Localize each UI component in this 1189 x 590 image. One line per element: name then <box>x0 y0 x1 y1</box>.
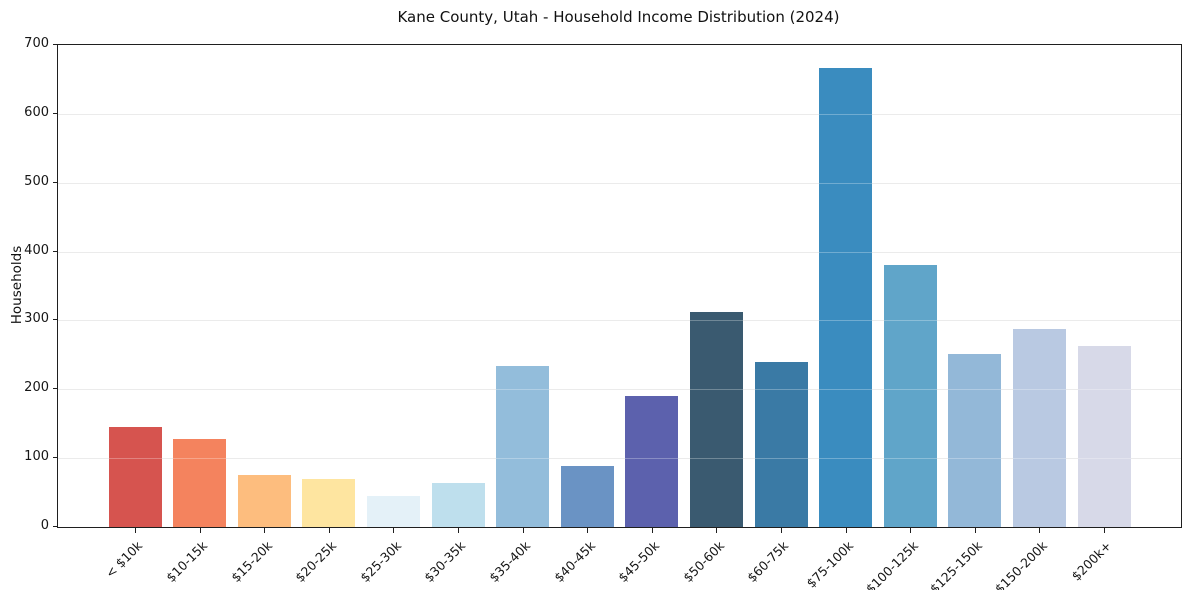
bar-50-60k <box>689 312 743 527</box>
gridline-200 <box>58 389 1181 391</box>
x-tick-mark <box>1039 528 1041 533</box>
x-tick-label: $30-35k <box>421 538 469 586</box>
bar-25-30k <box>366 496 420 527</box>
bar-45-50k <box>625 396 679 527</box>
bar-60-75k <box>754 362 808 527</box>
x-tick-label: $15-20k <box>227 538 275 586</box>
x-tick-label: $40-45k <box>550 538 598 586</box>
y-tick-label-700: 700 <box>24 36 49 51</box>
y-tick-mark-600 <box>53 112 57 114</box>
x-tick-label: $25-30k <box>356 538 404 586</box>
x-tick-label: $45-50k <box>615 538 663 586</box>
bar-15-20k <box>237 475 291 527</box>
x-tick-mark <box>974 528 976 533</box>
x-tick-label: $10-15k <box>163 538 211 586</box>
x-tick-label: $150-200k <box>991 538 1050 590</box>
plot-area <box>57 44 1182 528</box>
y-tick-label-0: 0 <box>40 518 49 533</box>
x-tick-label: $60-75k <box>744 538 792 586</box>
bar-30-35k <box>431 482 485 527</box>
x-tick-label: $50-60k <box>679 538 727 586</box>
x-tick-label: $125-150k <box>927 538 986 590</box>
chart-title: Kane County, Utah - Household Income Dis… <box>397 8 840 26</box>
x-tick-mark <box>1104 528 1105 533</box>
x-tick-mark <box>135 528 136 533</box>
gridline-300 <box>58 320 1181 322</box>
gridline-500 <box>58 182 1181 184</box>
x-tick-mark <box>781 528 782 533</box>
bar-150-200k <box>1012 329 1066 527</box>
y-tick-mark-200 <box>53 388 57 390</box>
x-tick-mark <box>522 528 524 533</box>
gridline-100 <box>58 458 1181 460</box>
bar-10-15k <box>173 438 227 527</box>
bar-35-40k <box>496 365 550 527</box>
y-tick-mark-500 <box>53 181 57 183</box>
x-tick-label: $100-125k <box>862 538 921 590</box>
bar-75-100k <box>819 67 873 527</box>
x-tick-label: $35-40k <box>486 538 534 586</box>
bar-20-25k <box>302 478 356 527</box>
y-tick-mark-700 <box>53 44 57 45</box>
x-tick-mark <box>910 528 912 533</box>
x-tick-label: $200k+ <box>1068 538 1115 584</box>
y-tick-label-300: 300 <box>24 311 49 327</box>
bar-10k <box>108 427 162 527</box>
gridline-600 <box>58 113 1181 115</box>
gridline-400 <box>58 251 1181 253</box>
gridline-600 <box>58 113 1181 115</box>
x-tick-label: < $10k <box>102 538 146 581</box>
gridline-100 <box>58 458 1181 460</box>
x-tick-mark <box>393 528 395 533</box>
x-tick-mark <box>458 528 459 533</box>
bar-200k+ <box>1077 345 1131 527</box>
x-tick-mark <box>264 528 266 533</box>
x-tick-mark <box>587 528 589 533</box>
y-tick-mark-100 <box>53 457 57 459</box>
y-tick-label-200: 200 <box>24 380 49 396</box>
bar-100-125k <box>883 265 937 527</box>
gridline-500 <box>58 182 1181 184</box>
y-tick-label-400: 400 <box>24 242 49 258</box>
y-tick-mark-0 <box>53 526 57 527</box>
x-tick-label: $20-25k <box>292 538 340 586</box>
gridline-400 <box>58 251 1181 253</box>
bar-40-45k <box>560 466 614 527</box>
bar-125-150k <box>948 354 1002 527</box>
gridline-200 <box>58 389 1181 391</box>
y-tick-mark-300 <box>53 319 57 321</box>
x-tick-mark <box>716 528 718 533</box>
x-tick-mark <box>199 528 201 533</box>
x-tick-mark <box>328 528 330 533</box>
y-tick-label-500: 500 <box>24 173 49 189</box>
gridline-300 <box>58 320 1181 322</box>
y-tick-label-600: 600 <box>24 104 49 120</box>
y-tick-label-100: 100 <box>24 449 49 465</box>
x-tick-label: $75-100k <box>803 538 857 590</box>
y-tick-mark-400 <box>53 250 57 252</box>
x-tick-mark <box>845 528 847 533</box>
x-tick-mark <box>651 528 653 533</box>
